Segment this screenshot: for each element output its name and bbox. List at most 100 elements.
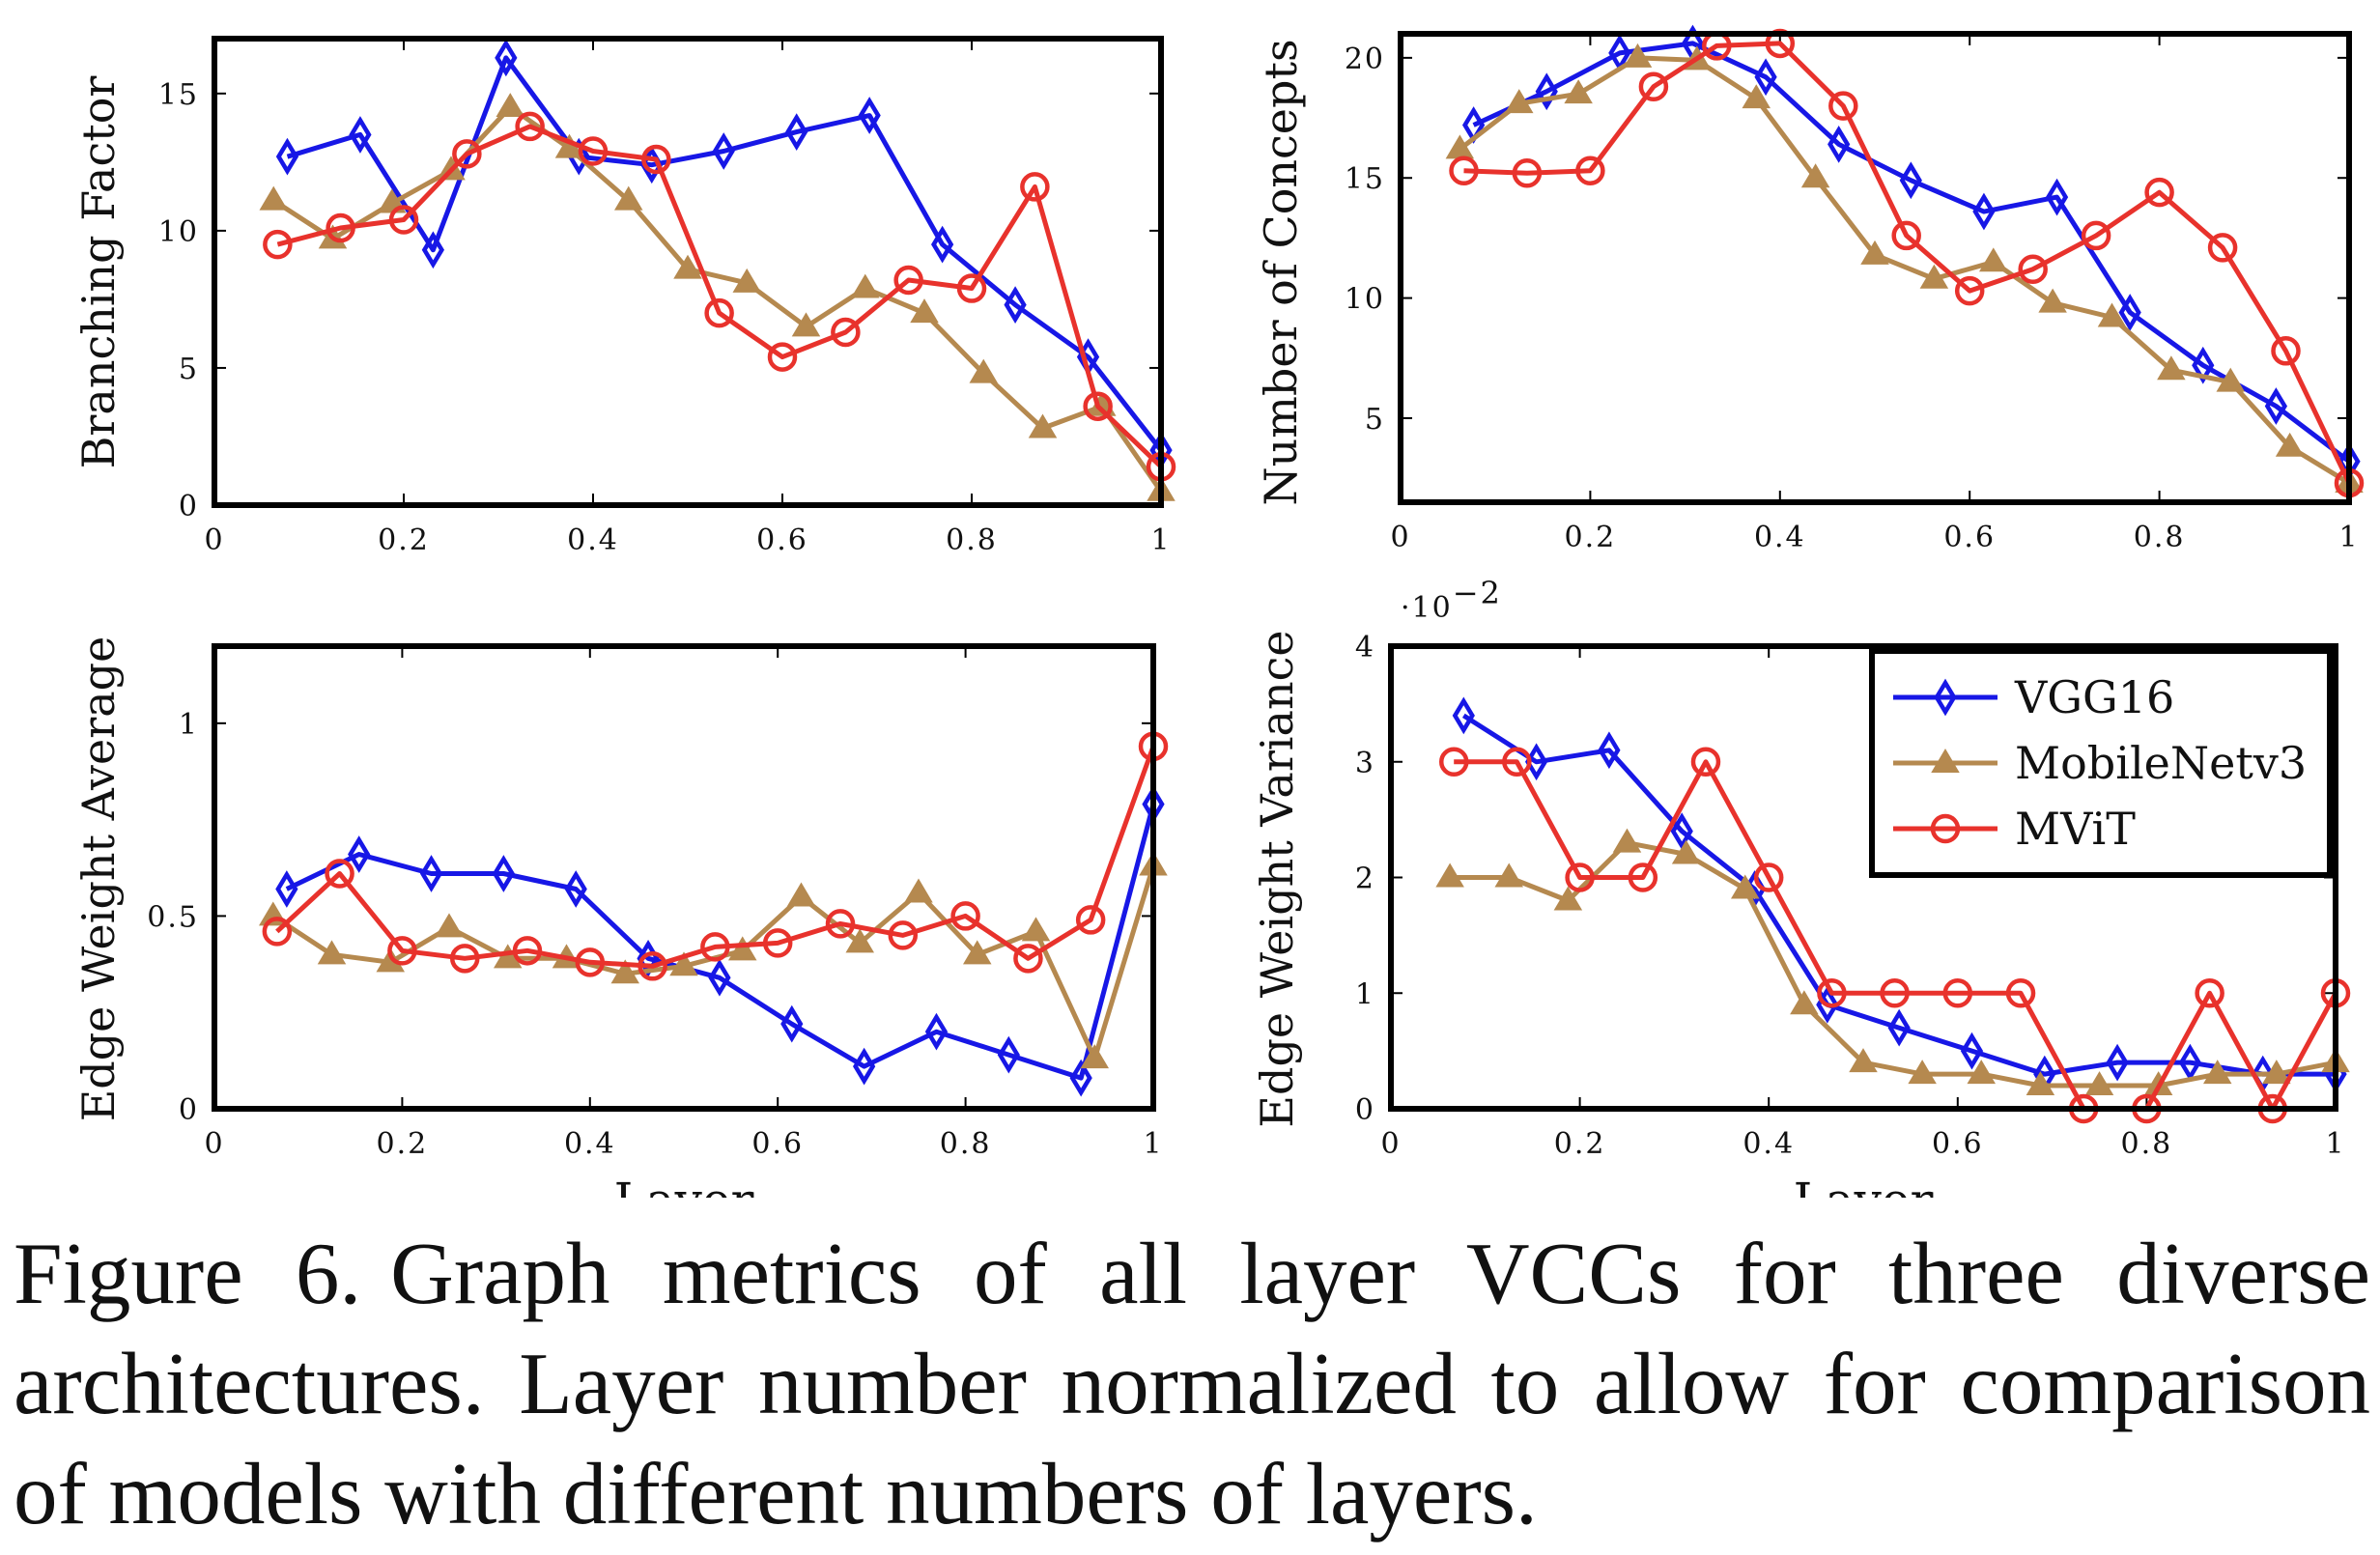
y-axis-label: Edge Weight Average: [72, 636, 125, 1122]
x-tick-label: 1: [2325, 1127, 2345, 1161]
data-point: [325, 859, 354, 889]
data-point: [1765, 28, 1796, 59]
data-point: [2106, 1043, 2129, 1082]
data-point: [1612, 828, 1642, 853]
x-tick-label: 0.6: [751, 1127, 804, 1161]
data-point: [850, 273, 880, 298]
data-point: [2264, 387, 2288, 425]
data-point: [1021, 917, 1051, 942]
x-tick-label: 1: [1150, 523, 1171, 557]
series-line: [1454, 759, 2338, 1112]
data-point: [2018, 254, 2048, 284]
data-point: [858, 97, 881, 134]
data-point: [578, 136, 609, 166]
y-tick-label: 2: [1355, 862, 1375, 896]
plot-frame: [212, 36, 1164, 508]
data-point: [1628, 862, 1658, 892]
data-point: [421, 231, 445, 269]
legend: VGG16 MobileNetv3 MViT: [1869, 648, 2333, 878]
data-point: [575, 947, 606, 977]
data-point: [564, 870, 587, 908]
data-point: [2144, 177, 2174, 208]
data-point: [1671, 839, 1701, 864]
legend-label: MViT: [2015, 803, 2136, 855]
series-mobilenetv3: [1445, 42, 2364, 494]
data-point: [1449, 156, 1479, 186]
data-point: [831, 317, 861, 348]
data-point: [496, 93, 525, 118]
data-point: [2081, 220, 2111, 251]
data-point: [786, 882, 816, 907]
legend-label: MobileNetv3: [2015, 737, 2307, 789]
data-point: [1891, 220, 1921, 251]
data-point: [275, 870, 298, 908]
data-point: [1512, 158, 1543, 188]
y-tick-label: 0: [1355, 1093, 1375, 1127]
x-tick-label: 0.8: [946, 523, 998, 557]
y-axis-label: Edge Weight Variance: [1251, 630, 1303, 1127]
data-point: [1887, 1008, 1911, 1047]
data-point: [1004, 286, 1027, 324]
series-line: [1450, 840, 2337, 1088]
series-line: [276, 124, 1163, 469]
data-point: [780, 1004, 804, 1043]
data-point: [1942, 978, 1973, 1008]
data-point: [1623, 42, 1653, 68]
series-line: [271, 104, 1164, 494]
data-point: [1954, 275, 1985, 306]
data-point: [669, 951, 698, 976]
data-point: [1564, 79, 1593, 104]
x-tick-label: 0: [1380, 1127, 1401, 1161]
data-point: [708, 958, 731, 997]
x-tick-label: 0.2: [1554, 1127, 1606, 1161]
data-point: [2202, 1060, 2232, 1085]
x-tick-label: 0.2: [1565, 521, 1617, 554]
data-point: [1742, 84, 1771, 109]
plot-frame: [212, 643, 1156, 1112]
y-tick-label: 10: [1345, 283, 1385, 317]
data-point: [1504, 89, 1534, 114]
data-point: [435, 913, 464, 938]
data-point: [1670, 812, 1693, 850]
data-point: [1860, 240, 1889, 265]
data-point: [2118, 294, 2141, 331]
caption-label: Figure 6.: [14, 1225, 362, 1322]
data-point: [2097, 302, 2127, 327]
data-point: [1080, 1044, 1110, 1069]
data-point: [2045, 178, 2069, 216]
data-point: [930, 225, 954, 264]
data-point: [317, 940, 347, 965]
data-point: [700, 932, 730, 962]
data-point: [2038, 288, 2067, 313]
data-point: [969, 358, 999, 383]
x-tick-label: 0.4: [1754, 521, 1806, 554]
data-point: [1899, 161, 1922, 200]
data-point: [1800, 163, 1830, 188]
data-point: [1753, 862, 1784, 892]
data-point: [1553, 886, 1583, 911]
data-point: [1452, 696, 1475, 735]
caption-text: Graph metrics of all layer VCCs for thre…: [14, 1225, 2370, 1542]
x-tick-label: 0.6: [756, 523, 808, 557]
x-tick-label: 0: [204, 523, 224, 557]
data-point: [638, 951, 667, 981]
legend-label: VGG16: [2014, 671, 2174, 723]
y-tick-label: 1: [179, 708, 199, 742]
x-axis-label: Layer: [614, 1173, 754, 1198]
x-tick-label: 0: [1390, 521, 1410, 554]
data-point: [845, 928, 875, 953]
data-point: [904, 878, 933, 903]
data-point: [2157, 355, 2186, 381]
data-point: [1435, 862, 1464, 888]
y-scale-note: ·10−2: [1401, 575, 1502, 625]
x-axis-label: Layer: [1794, 1173, 1934, 1198]
data-point: [1828, 126, 1851, 163]
y-tick-label: 0: [179, 1093, 199, 1127]
data-point: [2084, 1071, 2114, 1096]
data-point: [263, 229, 293, 260]
data-point: [2271, 336, 2301, 366]
data-point: [1908, 1060, 1937, 1085]
data-point: [1069, 1059, 1092, 1097]
series-line: [286, 55, 1163, 452]
series-mvit: [263, 111, 1176, 482]
